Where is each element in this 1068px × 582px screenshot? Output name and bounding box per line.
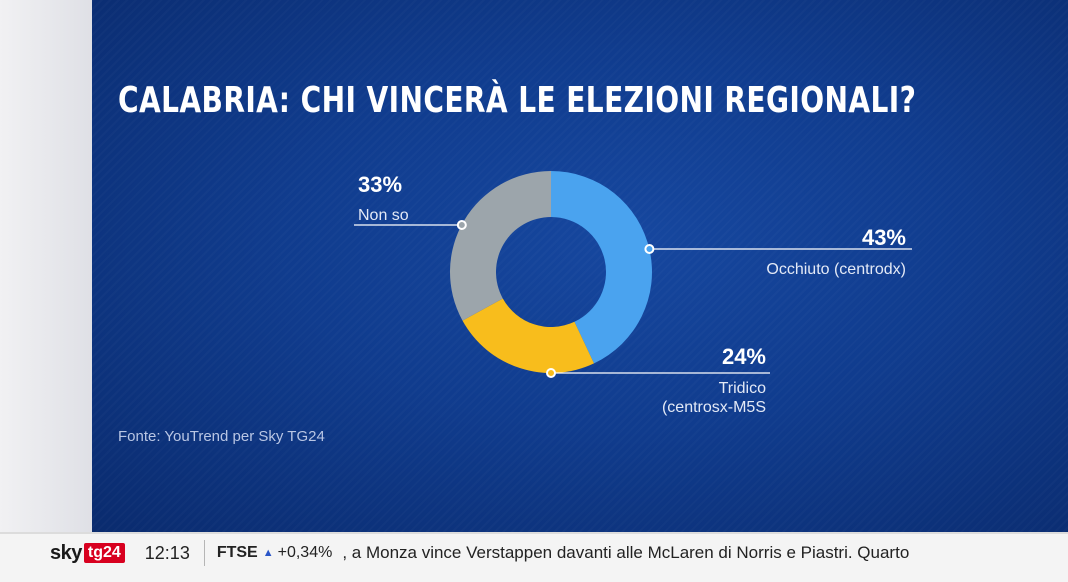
chart-graphic [92,0,1068,532]
slice-value-label-2: 24% [722,344,766,369]
donut-slice-2 [462,298,595,374]
ticker-divider [203,540,205,566]
tg24-logo: tg24 [83,543,125,563]
leader-dot-1 [644,244,655,254]
ticker-headline: , a Monza vince Verstappen davanti alle … [342,543,910,562]
source-note: Fonte: YouTrend per Sky TG24 [118,428,325,445]
left-margin [0,0,92,532]
slice-category-label-3: Non so [358,207,409,224]
triangle-up-icon: ▲ [262,547,274,559]
slice-value-label-1: 43% [862,225,906,250]
market-name: FTSE [216,544,258,561]
ticker-bar: sky tg24 12:13 FTSE ▲ +0,34% , a Monza v… [0,536,1068,570]
sky-logo: sky [50,541,82,564]
donut-slice-3 [449,171,551,321]
slice-category-label-1: Occhiuto (centrodx) [766,261,906,278]
news-ticker: sky tg24 12:13 FTSE ▲ +0,34% , a Monza v… [0,532,1068,582]
leader-dot-3 [456,220,467,230]
ticker-clock: 12:13 [144,542,190,563]
market-value: +0,34% [277,544,333,561]
leader-dot-2 [546,368,556,378]
donut-chart: 43% Occhiuto (centrodx) 24% Tridico (centros… [354,171,912,416]
slice-category-label-2: Tridico [719,380,767,397]
chart-title: CALABRIA: CHI VINCERÀ LE ELEZIONI REGION… [118,80,917,121]
slice-category-label-2: (centrosx-M5S [662,399,766,416]
donut-slice-1 [551,171,652,364]
slice-value-label-3: 33% [358,172,402,197]
